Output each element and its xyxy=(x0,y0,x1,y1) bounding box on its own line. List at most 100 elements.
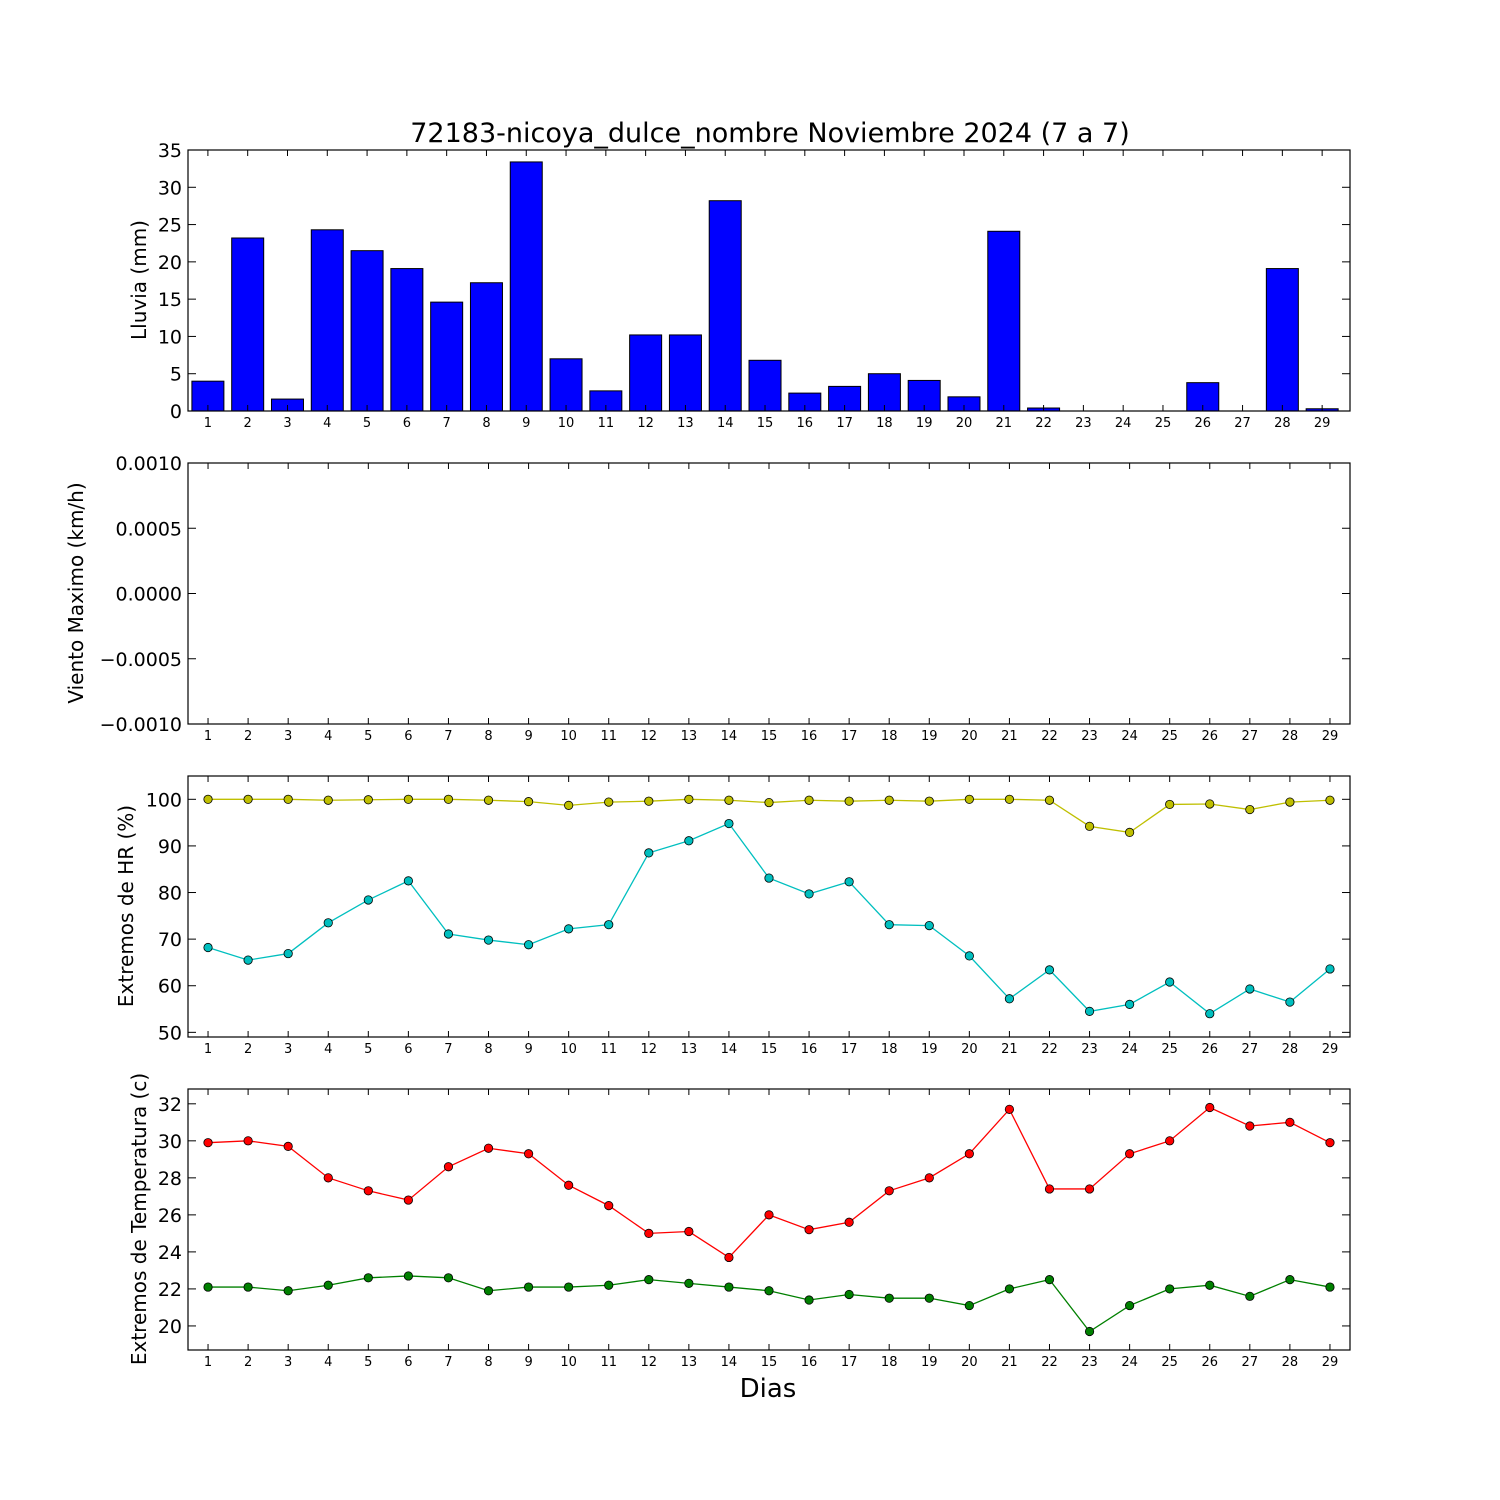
temperature-series-2-point xyxy=(1084,1326,1095,1337)
rain-x-tick-label: 5 xyxy=(363,416,371,431)
temperature-series-2-point xyxy=(403,1271,413,1281)
humidity-x-tick-label: 7 xyxy=(444,1042,452,1057)
temperature-series-1-point xyxy=(604,1201,614,1211)
humidity-x-tick-label: 11 xyxy=(600,1042,617,1057)
humidity-series-1-point xyxy=(483,795,494,805)
rain-bar xyxy=(987,230,1021,412)
humidity-x-tick-label: 24 xyxy=(1121,1042,1138,1057)
humidity-x-tick-label: 16 xyxy=(801,1042,818,1057)
humidity-y-tick-label: 90 xyxy=(158,836,182,858)
temperature-series-2-point xyxy=(684,1278,694,1288)
wind-x-tick-label: 4 xyxy=(324,729,332,744)
temperature-series-2-point xyxy=(604,1280,614,1290)
humidity-series-1-point xyxy=(564,800,574,810)
rain-x-tick-label: 20 xyxy=(956,416,973,431)
temperature-series-1-point xyxy=(684,1226,694,1237)
humidity-x-tick-label: 19 xyxy=(921,1042,938,1057)
wind-y-tick-label: −0.0010 xyxy=(100,714,182,736)
rain-bar xyxy=(549,358,583,412)
humidity-series-1-point xyxy=(1084,821,1095,831)
humidity-series-1-point xyxy=(964,794,974,804)
temperature-series-2-point xyxy=(844,1289,854,1300)
rain-x-tick-label: 3 xyxy=(283,416,291,431)
temperature-y-tick-label: 28 xyxy=(158,1168,182,1190)
temperature-series-1-point xyxy=(1205,1102,1215,1113)
humidity-y-tick-label: 60 xyxy=(158,976,182,998)
humidity-series-2-line xyxy=(207,822,1331,1015)
humidity-series-2-point xyxy=(203,942,213,953)
humidity-series-2-point xyxy=(403,876,413,886)
rain-x-tick-label: 29 xyxy=(1314,416,1331,431)
temperature-y-tick-label: 32 xyxy=(158,1094,182,1116)
humidity-series-1-point xyxy=(924,796,934,806)
temperature-x-tick-label: 15 xyxy=(761,1355,778,1370)
wind-y-tick-label: 0.0000 xyxy=(116,584,182,606)
rain-x-tick-label: 18 xyxy=(876,416,893,431)
humidity-series-1-point xyxy=(283,794,293,804)
temperature-series-1-point xyxy=(1044,1184,1055,1194)
rain-bar xyxy=(310,229,344,412)
rain-x-tick-label: 17 xyxy=(836,416,853,431)
temperature-series-1-point xyxy=(924,1173,934,1183)
wind-x-tick-label: 1 xyxy=(204,729,212,744)
temperature-x-tick-label: 19 xyxy=(921,1355,938,1370)
temperature-series-2-point xyxy=(323,1280,333,1290)
rain-y-tick-label: 30 xyxy=(158,177,182,199)
temperature-x-tick-label: 2 xyxy=(244,1355,252,1370)
temperature-x-tick-label: 5 xyxy=(364,1355,372,1370)
wind-x-tick-label: 11 xyxy=(600,729,617,744)
wind-x-tick-label: 10 xyxy=(560,729,577,744)
temperature-x-tick-label: 6 xyxy=(404,1355,412,1370)
humidity-series-1-point xyxy=(844,796,854,806)
temperature-series-2-point xyxy=(1125,1300,1135,1311)
wind-x-tick-label: 12 xyxy=(641,729,658,744)
wind-x-tick-label: 29 xyxy=(1322,729,1339,744)
humidity-series-1-point xyxy=(764,797,774,808)
humidity-series-2-point xyxy=(1004,994,1015,1004)
wind-x-tick-label: 7 xyxy=(444,729,452,744)
humidity-series-2-point xyxy=(283,948,293,959)
temperature-x-tick-label: 23 xyxy=(1081,1355,1098,1370)
wind-x-tick-label: 8 xyxy=(484,729,492,744)
temperature-series-2-point xyxy=(1285,1275,1295,1285)
wind-x-tick-label: 23 xyxy=(1081,729,1098,744)
temperature-series-2-point xyxy=(564,1282,574,1292)
temperature-x-tick-label: 24 xyxy=(1121,1355,1138,1370)
rain-x-tick-label: 21 xyxy=(996,416,1013,431)
humidity-series-1-point xyxy=(1125,827,1135,837)
humidity-series-1-point xyxy=(523,797,534,807)
humidity-series-2-point xyxy=(604,920,614,930)
rain-x-tick-label: 9 xyxy=(522,416,530,431)
rain-bar xyxy=(708,200,742,412)
temperature-x-tick-label: 17 xyxy=(841,1355,858,1370)
temperature-x-tick-label: 13 xyxy=(681,1355,698,1370)
temperature-x-tick-label: 29 xyxy=(1322,1355,1339,1370)
humidity-x-tick-label: 15 xyxy=(761,1042,778,1057)
humidity-x-tick-label: 10 xyxy=(560,1042,577,1057)
humidity-y-tick-label: 50 xyxy=(158,1022,182,1044)
temperature-x-tick-label: 28 xyxy=(1282,1355,1299,1370)
wind-y-tick-label: 0.0010 xyxy=(116,453,182,475)
wind-y-tick-label: 0.0005 xyxy=(116,518,182,540)
rain-x-tick-label: 10 xyxy=(558,416,575,431)
temperature-x-tick-label: 3 xyxy=(284,1355,292,1370)
humidity-x-tick-label: 13 xyxy=(681,1042,698,1057)
wind-x-tick-label: 2 xyxy=(244,729,252,744)
rain-x-tick-label: 13 xyxy=(677,416,694,431)
temperature-series-1-point xyxy=(1245,1121,1255,1131)
wind-x-tick-label: 22 xyxy=(1041,729,1058,744)
temperature-series-1-point xyxy=(844,1217,854,1227)
temperature-series-1-point xyxy=(884,1186,894,1196)
rain-x-tick-label: 8 xyxy=(482,416,490,431)
humidity-series-2-point xyxy=(764,873,774,883)
humidity-y-axis-label: Extremos de HR (%) xyxy=(114,805,138,1007)
humidity-x-tick-label: 29 xyxy=(1322,1042,1339,1057)
rain-x-tick-label: 4 xyxy=(323,416,331,431)
humidity-series-1-point xyxy=(884,795,894,805)
rain-x-tick-label: 1 xyxy=(204,416,212,431)
wind-x-tick-label: 13 xyxy=(681,729,698,744)
humidity-x-tick-label: 6 xyxy=(404,1042,412,1057)
humidity-series-1-point xyxy=(443,794,454,804)
humidity-x-tick-label: 12 xyxy=(641,1042,658,1057)
